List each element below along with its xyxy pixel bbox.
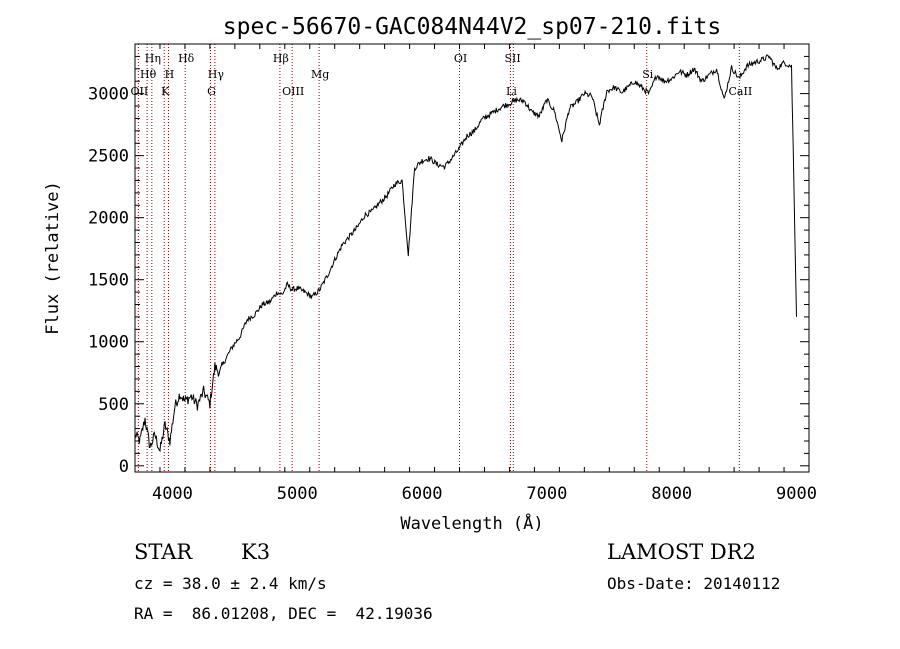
line-label-7: G xyxy=(207,85,216,98)
line-label-15: CaII xyxy=(729,85,753,98)
spectrum-line xyxy=(134,54,797,453)
line-label-2: OII xyxy=(131,85,149,98)
line-label-4: K xyxy=(161,85,170,98)
line-label-5: Hδ xyxy=(178,52,195,65)
survey-name: LAMOST DR2 xyxy=(607,540,756,564)
y-tick-label: 3000 xyxy=(88,85,129,105)
x-axis-label: Wavelength (Å) xyxy=(400,512,543,534)
y-tick-label: 2500 xyxy=(88,147,129,167)
x-tick-label: 6000 xyxy=(402,484,443,504)
spectral-line-markers xyxy=(137,44,740,472)
y-tick-label: 2000 xyxy=(88,209,129,229)
line-label-1: Hθ xyxy=(140,68,157,81)
y-tick-label: 1500 xyxy=(88,271,129,291)
line-label-12: SII xyxy=(504,52,520,65)
x-tick-label: 7000 xyxy=(526,484,567,504)
x-tick-label: 8000 xyxy=(651,484,692,504)
y-axis-ticks: 0 500 1000 1500 2000 2500 3000 xyxy=(88,43,809,477)
line-label-14: Si xyxy=(642,68,654,81)
line-label-0: Hη xyxy=(145,52,161,65)
x-tick-label: 5000 xyxy=(277,484,318,504)
redshift-velocity: cz = 38.0 ± 2.4 km/s xyxy=(134,574,327,593)
chart-title: spec-56670-GAC084N44V2_sp07-210.fits xyxy=(223,14,722,40)
x-tick-label: 9000 xyxy=(776,484,817,504)
spectral-line-labels: Hη Hθ OII HK Hδ Hγ G Hβ OIII Mg OI SII Li Si CaII xyxy=(131,52,753,98)
line-label-11: OI xyxy=(454,52,467,65)
plot-frame xyxy=(134,43,810,473)
sky-coordinates: RA = 86.01208, DEC = 42.19036 xyxy=(134,604,433,623)
x-tick-label: 4000 xyxy=(152,484,193,504)
y-axis-label: Flux (relative) xyxy=(43,181,63,335)
line-label-9: OIII xyxy=(282,85,304,98)
object-class: STAR xyxy=(134,540,193,564)
observation-date: Obs-Date: 20140112 xyxy=(607,574,781,593)
object-subclass: K3 xyxy=(241,540,271,564)
x-axis-ticks: 4000 5000 6000 7000 8000 9000 xyxy=(134,44,817,504)
line-label-3: H xyxy=(165,68,175,81)
y-tick-label: 500 xyxy=(98,395,129,415)
line-label-6: Hγ xyxy=(208,68,225,81)
y-tick-label: 0 xyxy=(119,457,129,477)
line-label-13: Li xyxy=(506,85,517,98)
line-label-8: Hβ xyxy=(273,52,289,65)
y-tick-label: 1000 xyxy=(88,333,129,353)
line-label-10: Mg xyxy=(311,68,329,81)
